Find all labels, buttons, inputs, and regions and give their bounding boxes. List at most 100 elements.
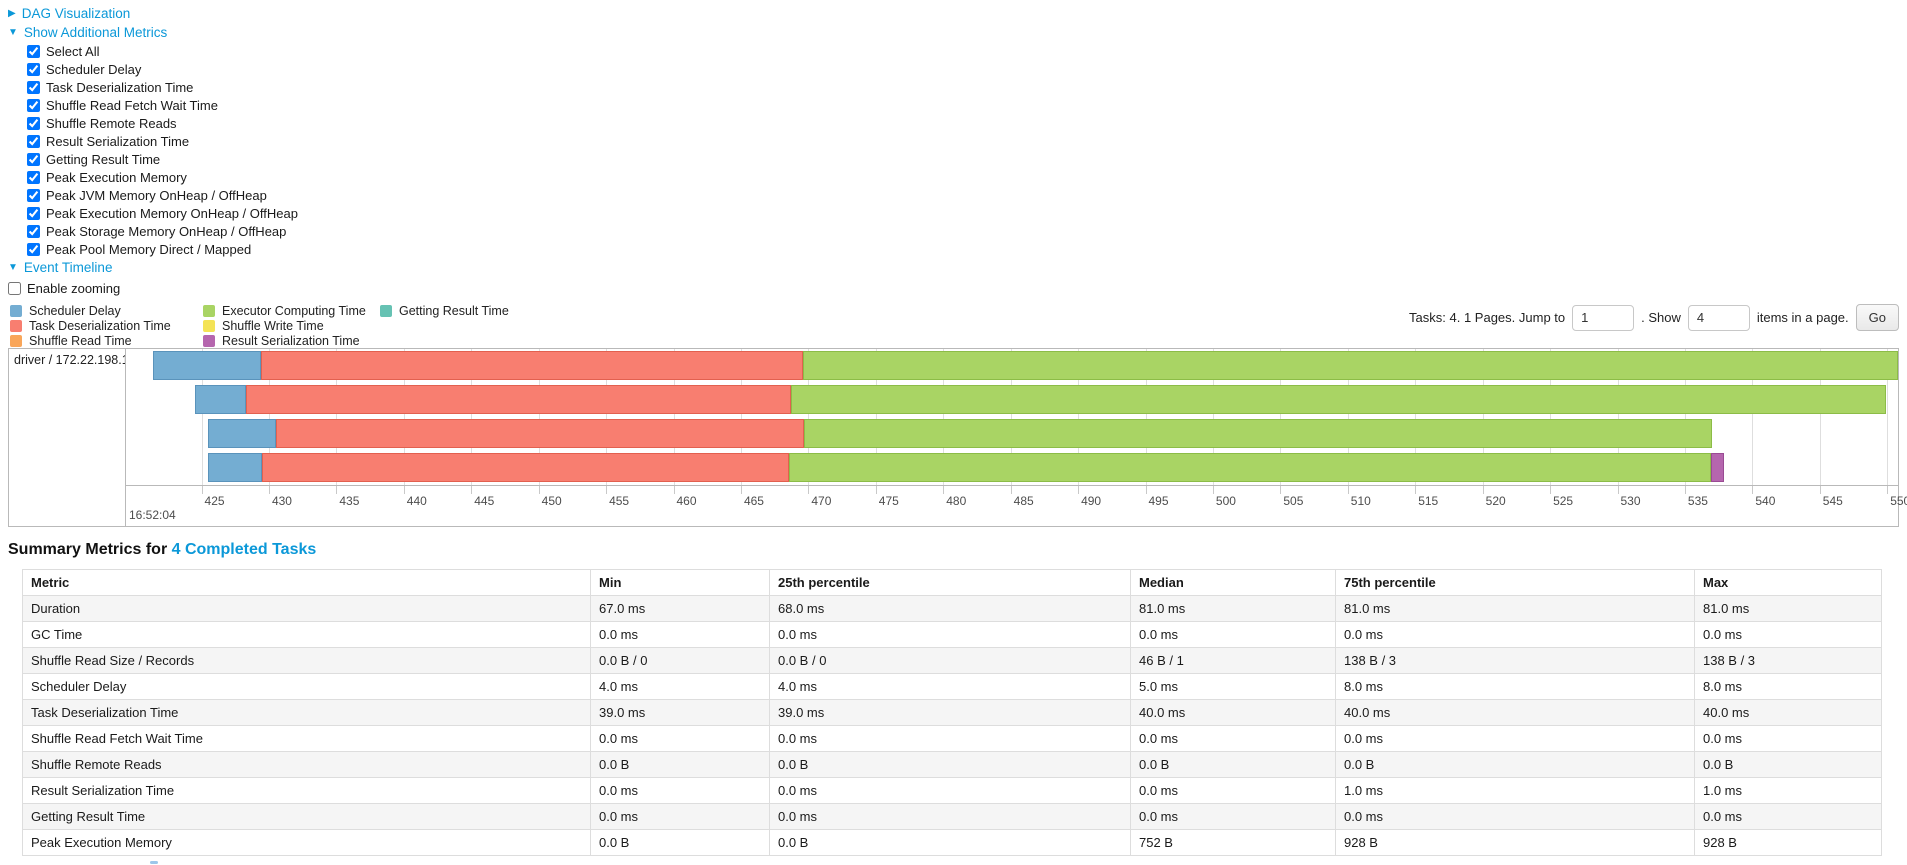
- metric-checkbox[interactable]: [27, 224, 40, 238]
- table-cell: 40.0 ms: [1694, 699, 1882, 726]
- metric-checkbox-item: Peak JVM Memory OnHeap / OffHeap: [27, 186, 298, 204]
- grid-line: [1887, 349, 1889, 485]
- table-row: Duration 67.0 ms 68.0 ms 81.0 ms 81.0 ms 81.0…: [22, 595, 1882, 622]
- table-cell: 928 B: [1694, 829, 1882, 856]
- pagination-suffix: items in a page.: [1756, 310, 1849, 325]
- table-cell: 0.0 B: [590, 751, 770, 778]
- grid-line: [1819, 349, 1821, 485]
- grid-line: [1752, 349, 1754, 485]
- table-header-cell: Min: [590, 569, 770, 596]
- metric-checkbox[interactable]: [27, 152, 40, 166]
- task-segment-executor_computing[interactable]: [802, 351, 1898, 380]
- items-per-page-input[interactable]: [1687, 304, 1750, 331]
- task_deserialization-swatch-icon: [10, 319, 22, 332]
- axis-tick-label: 525: [1553, 494, 1574, 508]
- dag-visualization-toggle[interactable]: ▶ DAG Visualization: [8, 4, 298, 23]
- timeline-rows: [126, 349, 1898, 485]
- timeline-group-label: driver / 172.22.198.104: [9, 349, 126, 526]
- table-row: Result Serialization Time 0.0 ms 0.0 ms 0.0…: [22, 777, 1882, 804]
- task-segment-executor_computing[interactable]: [789, 453, 1711, 482]
- enable-zooming-label: Enable zooming: [27, 280, 121, 296]
- task-segment-executor_computing[interactable]: [790, 385, 1886, 414]
- enable-zooming-checkbox[interactable]: [8, 281, 21, 295]
- legend-column: Scheduler Delay Task Deserialization Time…: [10, 303, 203, 348]
- metric-checkbox[interactable]: [27, 242, 40, 256]
- grid-line: [1010, 349, 1012, 485]
- table-cell: 0.0 ms: [769, 621, 1131, 648]
- table-cell: 0.0 ms: [769, 803, 1131, 830]
- metric-checkbox[interactable]: [27, 98, 40, 112]
- axis-tick-label: 430: [271, 494, 292, 508]
- metric-checkbox[interactable]: [27, 188, 40, 202]
- legend-label: Getting Result Time: [399, 303, 509, 318]
- metric-checkbox[interactable]: [27, 170, 40, 184]
- task-row: [126, 349, 1898, 383]
- grid-line: [403, 349, 405, 485]
- event-timeline-toggle[interactable]: ▼ Event Timeline: [8, 258, 298, 277]
- axis-tick: [1482, 486, 1484, 494]
- chevron-right-icon: ▶: [8, 7, 16, 19]
- table-cell: Getting Result Time: [22, 803, 591, 830]
- show-additional-metrics-toggle[interactable]: ▼ Show Additional Metrics: [8, 23, 298, 42]
- legend-label: Scheduler Delay: [29, 303, 121, 318]
- grid-line: [1415, 349, 1417, 485]
- axis-tick-label: 460: [676, 494, 697, 508]
- task-segment-result_serialization[interactable]: [1710, 453, 1725, 482]
- table-cell: 0.0 ms: [1130, 777, 1336, 804]
- timeline-canvas[interactable]: 16:52:04 425 430 435 440 445 450 455 460 465 470 4…: [126, 349, 1907, 526]
- go-button[interactable]: Go: [1855, 304, 1899, 331]
- metric-checkbox[interactable]: [27, 116, 40, 130]
- metric-checkbox[interactable]: [27, 80, 40, 94]
- table-cell: Scheduler Delay: [22, 673, 591, 700]
- grid-line: [875, 349, 877, 485]
- table-cell: 1.0 ms: [1335, 777, 1695, 804]
- metric-checkbox-item: Shuffle Remote Reads: [27, 114, 298, 132]
- task-segment-scheduler_delay[interactable]: [152, 351, 261, 380]
- table-cell: 0.0 B / 0: [769, 647, 1131, 674]
- task-segment-task_deserialization[interactable]: [262, 453, 790, 482]
- grid-line: [606, 349, 608, 485]
- table-row: Getting Result Time 0.0 ms 0.0 ms 0.0 ms 0.0…: [22, 803, 1882, 830]
- metric-checkbox-label: Peak Execution Memory OnHeap / OffHeap: [46, 205, 298, 221]
- metric-checkbox[interactable]: [27, 206, 40, 220]
- legend-item-getting_result: Getting Result Time: [380, 303, 509, 318]
- axis-tick-label: 540: [1755, 494, 1776, 508]
- table-cell: Peak Execution Memory: [22, 829, 591, 856]
- axis-tick-label: 425: [204, 494, 225, 508]
- table-cell: Duration: [22, 595, 591, 622]
- metric-checkbox-item: Peak Execution Memory: [27, 168, 298, 186]
- axis-tick-label: 440: [406, 494, 427, 508]
- legend-item-shuffle_read: Shuffle Read Time: [10, 333, 203, 348]
- axis-tick: [1550, 486, 1552, 494]
- metric-checkbox[interactable]: [27, 62, 40, 76]
- legend-column: Getting Result Time: [380, 303, 509, 348]
- summary-metrics-table: Metric Min 25th percentile Median 75th perce…: [22, 569, 1882, 856]
- grid-line: [808, 349, 810, 485]
- metric-checkbox[interactable]: [27, 134, 40, 148]
- table-cell: 0.0 ms: [1130, 725, 1336, 752]
- task-segment-scheduler_delay[interactable]: [208, 453, 263, 482]
- axis-tick-label: 480: [946, 494, 967, 508]
- task-segment-task_deserialization[interactable]: [260, 351, 803, 380]
- grid-line: [201, 349, 203, 485]
- metric-checkbox[interactable]: [27, 44, 40, 58]
- metric-checkbox-label: Shuffle Remote Reads: [46, 115, 177, 131]
- completed-tasks-link[interactable]: 4 Completed Tasks: [171, 541, 317, 558]
- task-segment-task_deserialization[interactable]: [246, 385, 791, 414]
- table-cell: 0.0 ms: [590, 621, 770, 648]
- task-segment-scheduler_delay[interactable]: [194, 385, 246, 414]
- task-segment-task_deserialization[interactable]: [275, 419, 805, 448]
- task-segment-scheduler_delay[interactable]: [208, 419, 276, 448]
- metric-checkbox-item: Getting Result Time: [27, 150, 298, 168]
- task-segment-executor_computing[interactable]: [804, 419, 1712, 448]
- table-row: Peak Execution Memory 0.0 B 0.0 B 752 B 928 …: [22, 829, 1882, 856]
- task-row: [126, 451, 1898, 485]
- axis-tick: [538, 486, 540, 494]
- grid-line: [1280, 349, 1282, 485]
- axis-tick-label: 490: [1081, 494, 1102, 508]
- metric-checkbox-item: Peak Storage Memory OnHeap / OffHeap: [27, 222, 298, 240]
- table-header-cell: Median: [1130, 569, 1336, 596]
- axis-tick-label: 505: [1283, 494, 1304, 508]
- table-cell: 8.0 ms: [1694, 673, 1882, 700]
- jump-to-page-input[interactable]: [1572, 304, 1635, 331]
